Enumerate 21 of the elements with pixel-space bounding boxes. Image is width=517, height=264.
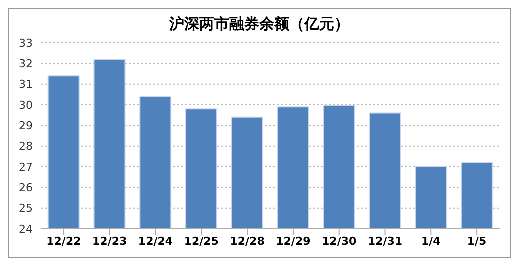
y-tick-label: 29 (19, 120, 33, 133)
x-tick-label: 12/25 (184, 234, 219, 248)
x-tick-label: 12/23 (92, 234, 128, 248)
y-tick-label: 32 (19, 58, 33, 71)
x-tick-label: 1/5 (467, 234, 487, 248)
y-tick-label: 31 (19, 78, 33, 92)
y-tick-label: 25 (19, 202, 33, 216)
x-tick-label: 12/30 (322, 234, 358, 248)
chart-title: 沪深两市融券余额（亿元） (168, 15, 350, 35)
x-tick-label: 12/31 (368, 234, 403, 248)
y-tick-label: 26 (19, 182, 33, 195)
y-tick-label: 27 (19, 160, 33, 174)
x-tick-label: 1/4 (421, 234, 442, 248)
x-tick-label: 12/28 (230, 234, 265, 248)
x-tick-label: 12/24 (138, 234, 174, 248)
x-tick-label: 12/22 (46, 234, 82, 248)
y-tick-label: 28 (19, 140, 33, 154)
y-tick-label: 33 (19, 36, 33, 50)
y-tick-label: 30 (19, 98, 33, 112)
y-tick-label: 24 (19, 222, 33, 236)
x-tick-label: 12/29 (276, 234, 311, 248)
